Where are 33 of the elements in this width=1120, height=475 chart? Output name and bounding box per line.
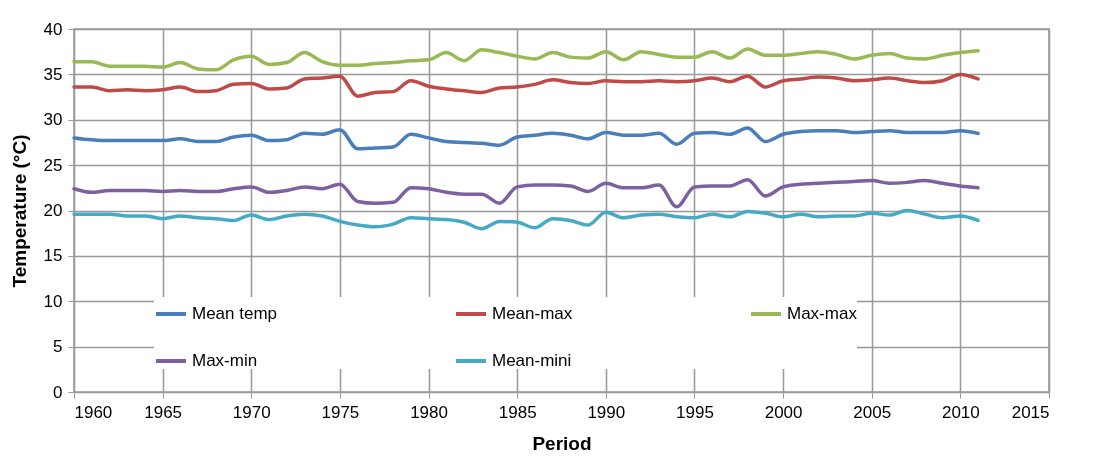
y-axis-title: Temperature (°C) <box>8 134 30 288</box>
y-tick-label: 40 <box>43 19 63 39</box>
x-tick-label: 1985 <box>498 402 537 422</box>
x-tick-label: 2000 <box>764 402 803 422</box>
legend-label: Mean temp <box>192 304 278 323</box>
y-tick-label: 0 <box>53 382 63 402</box>
line-series <box>72 126 980 151</box>
line-series <box>72 72 980 98</box>
y-tick-label: 15 <box>43 246 63 266</box>
x-tick-label: 1990 <box>587 402 626 422</box>
x-tick-label: 1975 <box>321 402 360 422</box>
y-tick-label: 30 <box>43 110 63 130</box>
x-tick-label: 1965 <box>144 402 183 422</box>
legend-label: Mean-max <box>492 304 573 323</box>
x-tick-label: 1970 <box>232 402 271 422</box>
x-tick-label: 1960 <box>74 402 113 422</box>
x-tick-label: 1995 <box>676 402 714 422</box>
line-series <box>72 208 980 231</box>
y-tick-label: 25 <box>43 155 63 175</box>
y-tick-label: 5 <box>53 337 63 357</box>
x-tick-label: 2005 <box>853 402 892 422</box>
x-tick-label: 2015 <box>1011 402 1050 422</box>
line-series <box>72 47 980 72</box>
y-tick-label: 35 <box>43 64 63 84</box>
legend-label: Max-min <box>192 351 258 370</box>
legend-label: Max-max <box>787 304 858 323</box>
x-tick-label: 1980 <box>410 402 448 422</box>
line-series <box>72 177 980 209</box>
legend-label: Mean-mini <box>492 351 572 370</box>
y-tick-label: 10 <box>43 291 63 311</box>
x-axis-title: Period <box>532 432 592 454</box>
x-tick-label: 2010 <box>941 402 980 422</box>
y-tick-label: 20 <box>43 201 63 220</box>
